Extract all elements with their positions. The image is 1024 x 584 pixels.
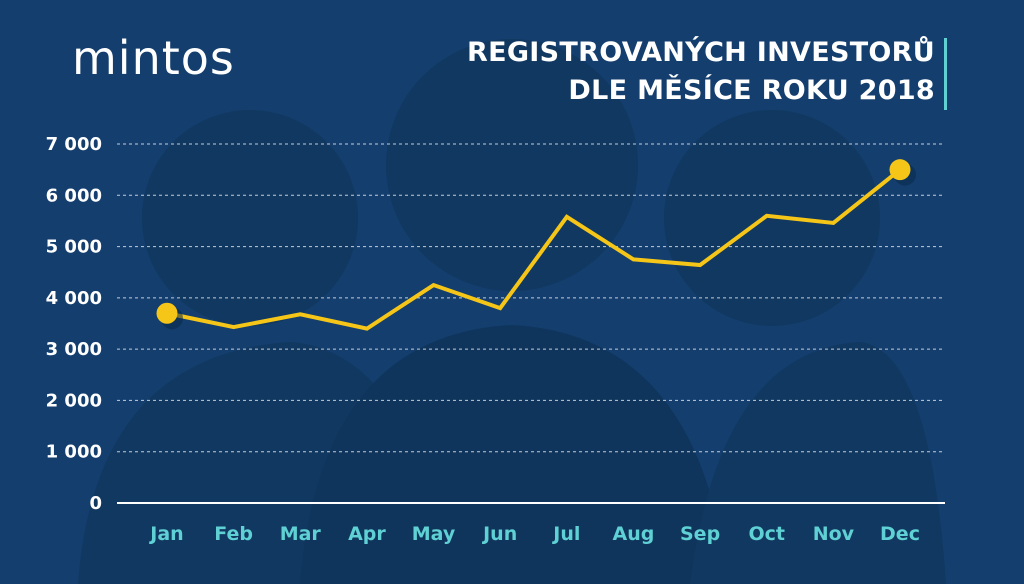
x-tick-label: May — [412, 523, 456, 545]
series-layer — [156, 159, 916, 331]
data-point — [156, 302, 178, 324]
y-tick-label: 4 000 — [46, 288, 102, 309]
background-people-icon — [78, 39, 946, 584]
chart-title-line-2: DLE MĚSÍCE ROKU 2018 — [568, 74, 935, 106]
y-axis: 0 1 000 2 000 3 000 4 000 5 000 6 000 7 000 — [46, 134, 102, 514]
x-tick-label: Nov — [813, 523, 855, 545]
y-tick-label: 2 000 — [46, 390, 102, 411]
x-tick-label: Aug — [613, 523, 655, 545]
x-tick-label: Oct — [748, 523, 785, 545]
title-accent-bar — [944, 38, 947, 110]
x-tick-label: Jul — [551, 523, 580, 545]
y-tick-label: 7 000 — [46, 134, 102, 155]
x-tick-label: Jun — [481, 523, 517, 545]
x-tick-label: Mar — [280, 523, 322, 545]
x-tick-label: Apr — [348, 523, 386, 545]
y-tick-label: 5 000 — [46, 237, 102, 258]
x-tick-label: Feb — [214, 523, 253, 545]
x-axis: Jan Feb Mar Apr May Jun Jul Aug Sep Oct Nov Dec — [148, 523, 920, 545]
mintos-logo: mintos — [72, 31, 235, 85]
x-tick-label: Jan — [148, 523, 183, 545]
y-tick-label: 1 000 — [46, 442, 102, 463]
x-tick-label: Dec — [880, 523, 920, 545]
y-tick-label: 0 — [89, 493, 102, 514]
chart-title-line-1: REGISTROVANÝCH INVESTORŮ — [467, 35, 935, 68]
y-tick-label: 3 000 — [46, 339, 102, 360]
x-tick-label: Sep — [680, 523, 720, 545]
data-point — [889, 159, 911, 181]
series-line — [165, 167, 902, 331]
gridlines — [117, 143, 945, 504]
y-tick-label: 6 000 — [46, 185, 102, 206]
